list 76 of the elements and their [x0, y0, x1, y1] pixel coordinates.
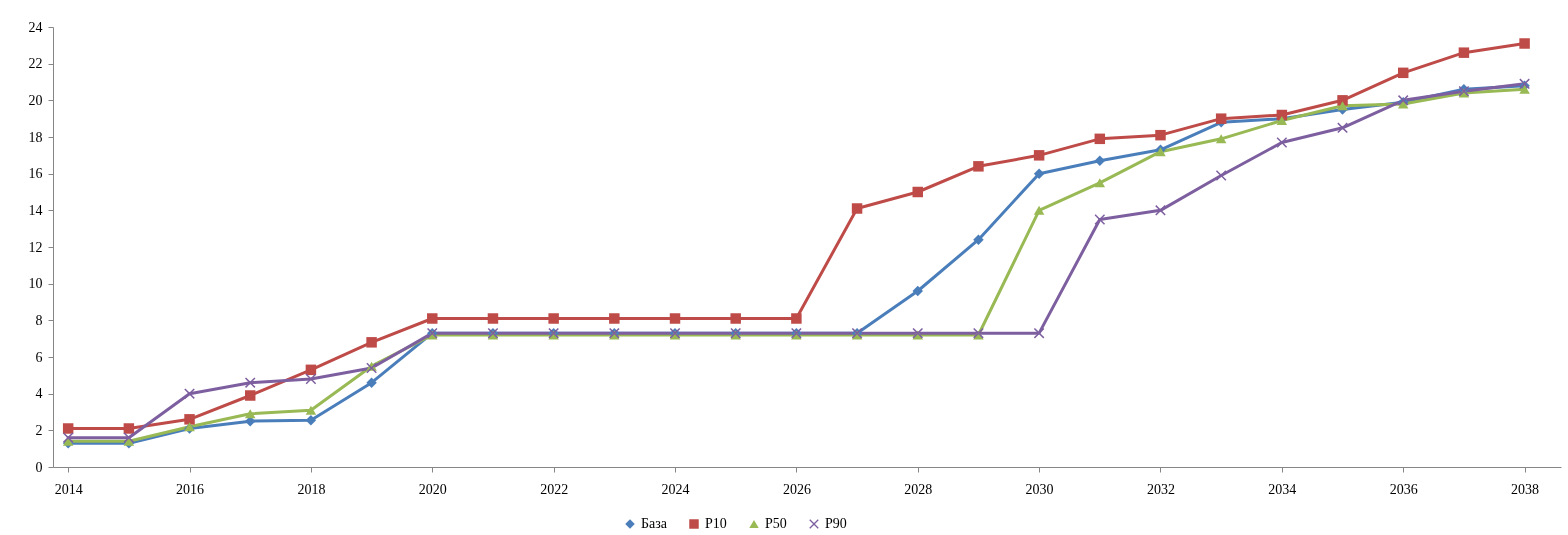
point [1155, 205, 1166, 216]
point [912, 186, 923, 198]
point [1094, 155, 1106, 167]
x-tick-label: 2030 [1025, 481, 1054, 497]
point [912, 285, 923, 297]
point [305, 405, 317, 415]
point [973, 161, 984, 172]
point [1519, 84, 1530, 94]
point [244, 377, 256, 388]
legend-label: P90 [825, 516, 847, 531]
point [1033, 168, 1045, 179]
point [244, 409, 256, 419]
y-tick-label: 0 [35, 459, 43, 475]
point [1215, 170, 1227, 181]
point [305, 415, 317, 426]
point [62, 432, 74, 443]
x-tick-label: 2026 [782, 481, 811, 497]
y-tick-label: 12 [28, 239, 43, 255]
x-tick-label: 2014 [54, 481, 83, 497]
y-tick-label: 22 [28, 56, 43, 72]
legend-label: База [641, 516, 668, 531]
y-tick-label: 6 [35, 349, 43, 365]
point [1519, 38, 1530, 49]
point [427, 313, 438, 324]
x-tick-label: 2032 [1146, 481, 1175, 497]
point [548, 313, 559, 324]
point [487, 313, 499, 324]
x-tick-label: 2034 [1268, 481, 1297, 497]
point [1458, 47, 1470, 58]
point [1337, 122, 1348, 134]
point [305, 373, 317, 385]
x-tick-label: 2038 [1511, 481, 1540, 497]
y-tick-label: 16 [28, 166, 43, 182]
legend-label: P10 [705, 516, 727, 531]
point [1215, 113, 1227, 124]
y-tick-label: 20 [28, 92, 43, 108]
point [244, 390, 256, 401]
x-tick-label: 2036 [1389, 481, 1418, 497]
point [669, 313, 681, 324]
point [184, 414, 195, 425]
y-tick-label: 18 [28, 129, 43, 145]
point [791, 313, 802, 324]
point [1033, 205, 1045, 215]
x-tick-label: 2018 [297, 481, 326, 497]
y-tick-label: 2 [35, 422, 43, 438]
y-tick-label: 24 [28, 19, 43, 35]
x-tick-label: 2016 [176, 481, 205, 497]
y-tick-label: 8 [35, 312, 43, 328]
point [123, 423, 135, 434]
point [123, 432, 135, 443]
x-tick-label: 2024 [661, 481, 690, 497]
point [1397, 67, 1409, 79]
point [1094, 178, 1106, 188]
x-tick-label: 2022 [540, 481, 569, 497]
point [973, 234, 984, 245]
point [366, 377, 377, 388]
point [184, 388, 195, 399]
point [609, 313, 620, 324]
point [851, 203, 863, 214]
point [366, 337, 377, 348]
point [730, 313, 741, 324]
legend-label: P50 [765, 516, 787, 531]
x-tick-label: 2020 [418, 481, 447, 497]
point [62, 423, 74, 434]
point [1276, 137, 1288, 148]
point [1215, 134, 1227, 144]
y-tick-label: 14 [28, 202, 43, 218]
point [1337, 101, 1348, 111]
point [1155, 129, 1166, 141]
y-tick-label: 4 [35, 386, 43, 402]
point [1094, 133, 1106, 145]
y-tick-label: 10 [28, 276, 43, 292]
point [1033, 150, 1045, 161]
point [1033, 327, 1045, 339]
x-tick-label: 2028 [904, 481, 933, 497]
point [1094, 214, 1106, 225]
